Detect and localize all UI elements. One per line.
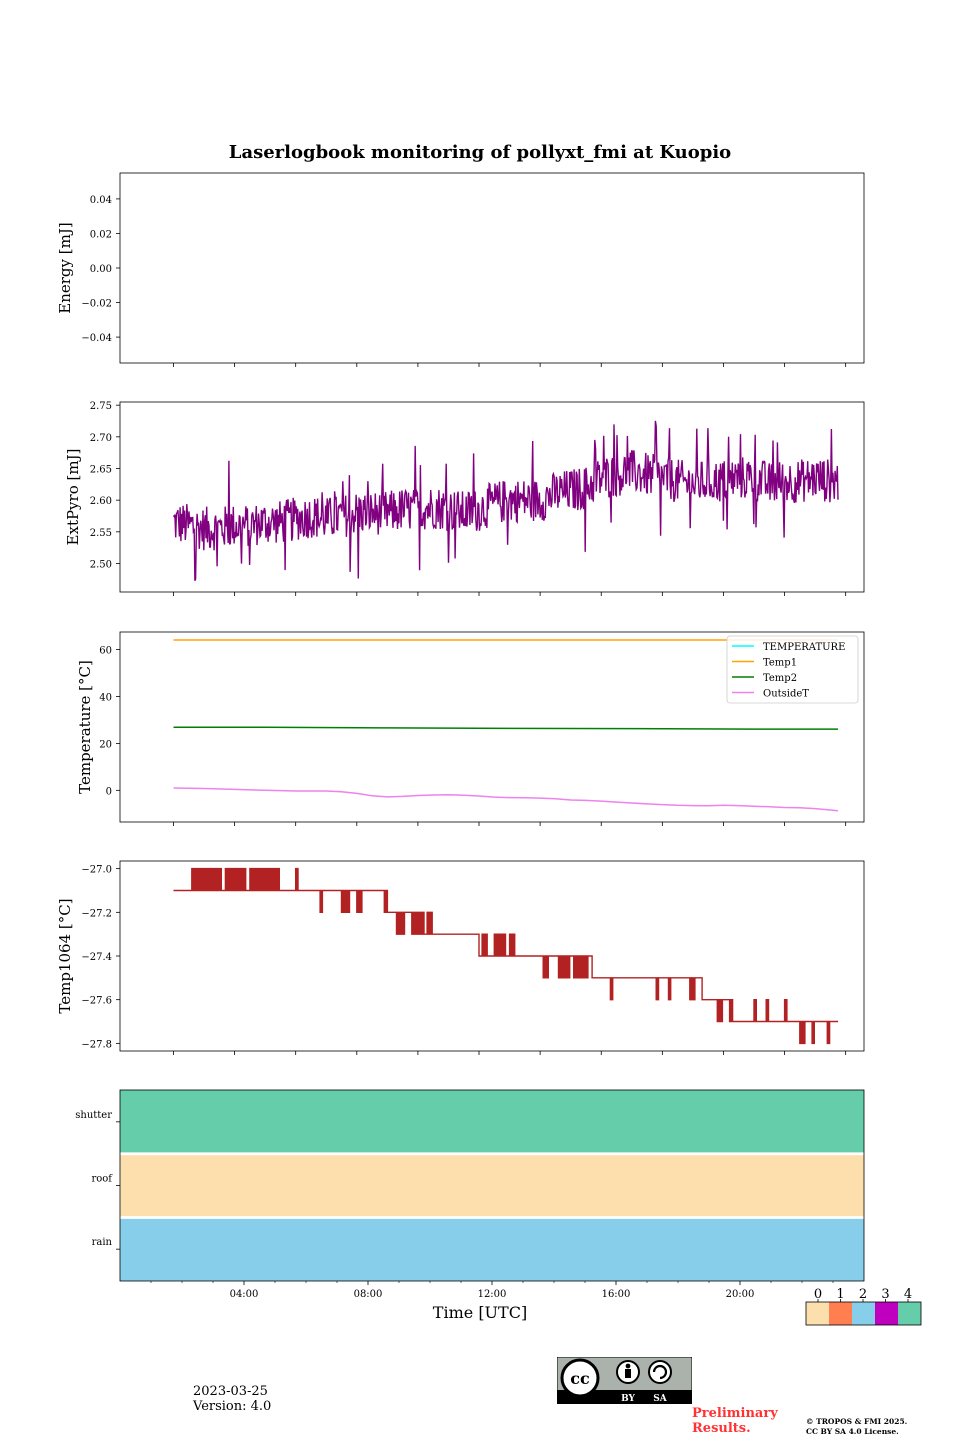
y-tick-label: 2.60 bbox=[90, 496, 112, 507]
x-tick-label: 20:00 bbox=[726, 1289, 755, 1300]
x-tick-label: 12:00 bbox=[478, 1289, 507, 1300]
colorbar-swatch-0 bbox=[806, 1302, 829, 1325]
y-tick-label: −0.04 bbox=[81, 333, 112, 344]
series-line-OutsideT bbox=[173, 787, 839, 812]
by-label: BY bbox=[621, 1394, 635, 1404]
status-row-roof bbox=[120, 1155, 864, 1218]
axes-frame bbox=[119, 401, 865, 593]
y-tick-label: 0.00 bbox=[90, 264, 112, 275]
chart-panel-5: shutter roof rain 04:00 08:00 12:00 16:00 20:00… bbox=[75, 1089, 865, 1322]
series-line-Temp2 bbox=[173, 726, 838, 730]
chart-panel-2: 2.75 2.70 2.65 2.60 2.55 2.50 ExtPyro [mJ] bbox=[64, 401, 865, 596]
status-row-shutter bbox=[120, 1090, 864, 1154]
y-tick-label: 40 bbox=[99, 693, 112, 704]
cc-icon-label: cc bbox=[570, 1369, 590, 1388]
version-label: Version: 4.0 bbox=[193, 1399, 272, 1414]
y-tick-label: −27.0 bbox=[81, 865, 112, 876]
plot-area bbox=[173, 867, 838, 1045]
x-tick-label: 16:00 bbox=[602, 1289, 631, 1300]
colorbar-swatch-3 bbox=[875, 1302, 898, 1325]
y-tick-label: 0 bbox=[106, 786, 112, 797]
copyright-line-1: © TROPOS & FMI 2025. bbox=[806, 1417, 908, 1426]
y-tick-label: roof bbox=[91, 1174, 113, 1185]
chart-panel-1: 0.04 0.02 0.00 −0.02 −0.04 Energy [mJ] bbox=[56, 172, 865, 367]
colorbar-tick-label: 1 bbox=[836, 1287, 844, 1302]
y-tick-label: 2.75 bbox=[90, 401, 112, 412]
series-line-Temp1064 bbox=[173, 867, 838, 1045]
y-tick-label: 2.65 bbox=[90, 465, 112, 476]
figure-title: Laserlogbook monitoring of pollyxt_fmi a… bbox=[229, 142, 731, 163]
chart-panel-4: −27.0 −27.2 −27.4 −27.6 −27.8 Temp1064 [°C] bbox=[56, 860, 865, 1055]
y-tick-label: −27.2 bbox=[81, 908, 112, 919]
colorbar-tick-label: 0 bbox=[814, 1287, 822, 1302]
y-tick-label: 0.02 bbox=[90, 229, 112, 240]
y-axis-label: ExtPyro [mJ] bbox=[64, 449, 82, 546]
x-tick-label: 04:00 bbox=[230, 1289, 259, 1300]
preliminary-line-1: Preliminary bbox=[692, 1406, 778, 1421]
share-alike-icon bbox=[648, 1360, 672, 1384]
y-tick-label: −0.02 bbox=[81, 299, 112, 310]
y-tick-label: 2.50 bbox=[90, 560, 112, 571]
legend-label: OutsideT bbox=[763, 689, 809, 700]
legend-label: Temp1 bbox=[763, 658, 797, 669]
y-tick-label: 0.04 bbox=[90, 195, 112, 206]
axes-frame bbox=[119, 172, 865, 364]
series-line-ExtPyro bbox=[172, 420, 839, 582]
x-axis-label: Time [UTC] bbox=[433, 1303, 527, 1322]
colorbar-tick-label: 3 bbox=[881, 1287, 889, 1302]
colorbar-tick-label: 4 bbox=[904, 1287, 912, 1302]
colorbar-tick-label: 2 bbox=[859, 1287, 867, 1302]
y-tick-label: 2.70 bbox=[90, 433, 112, 444]
y-axis-label: Temp1064 [°C] bbox=[56, 898, 74, 1013]
y-tick-label: 20 bbox=[99, 739, 112, 750]
y-tick-label: 2.55 bbox=[90, 528, 112, 539]
colorbar-swatch-2 bbox=[852, 1302, 875, 1325]
cc-icon bbox=[560, 1358, 600, 1398]
preliminary-notice: Preliminary Results. bbox=[692, 1406, 778, 1436]
y-tick-label: rain bbox=[92, 1237, 113, 1248]
plot-area bbox=[172, 420, 839, 582]
preliminary-line-2: Results. bbox=[692, 1421, 751, 1436]
y-tick-label: shutter bbox=[75, 1110, 112, 1121]
colorbar-swatch-4 bbox=[898, 1302, 921, 1325]
y-tick-label: −27.4 bbox=[81, 952, 112, 963]
y-tick-label: −27.6 bbox=[81, 996, 112, 1007]
date-label: 2023-03-25 bbox=[193, 1384, 268, 1399]
sa-label: SA bbox=[653, 1394, 667, 1404]
copyright-line-2: CC BY SA 4.0 License. bbox=[806, 1427, 899, 1436]
legend-frame bbox=[726, 635, 859, 704]
chart-legend: TEMPERATURE Temp1 Temp2 OutsideT bbox=[726, 635, 859, 704]
y-axis-label: Energy [mJ] bbox=[56, 222, 74, 313]
legend-label: Temp2 bbox=[763, 673, 797, 684]
x-tick-label: 08:00 bbox=[354, 1289, 383, 1300]
status-row-rain bbox=[120, 1218, 864, 1281]
legend-label: TEMPERATURE bbox=[763, 642, 845, 653]
y-axis-label: Temperature [°C] bbox=[76, 660, 94, 794]
copyright-notice: © TROPOS & FMI 2025. CC BY SA 4.0 Licens… bbox=[806, 1417, 907, 1437]
axes-frame bbox=[119, 631, 865, 823]
colorbar-swatch-1 bbox=[829, 1302, 852, 1325]
cc-license-badge: cc BY SA bbox=[557, 1357, 692, 1404]
colorbar-frame bbox=[805, 1301, 922, 1326]
y-tick-label: 60 bbox=[99, 646, 112, 657]
date-version-block: 2023-03-25 Version: 4.0 bbox=[193, 1384, 271, 1414]
y-tick-label: −27.8 bbox=[81, 1039, 112, 1050]
